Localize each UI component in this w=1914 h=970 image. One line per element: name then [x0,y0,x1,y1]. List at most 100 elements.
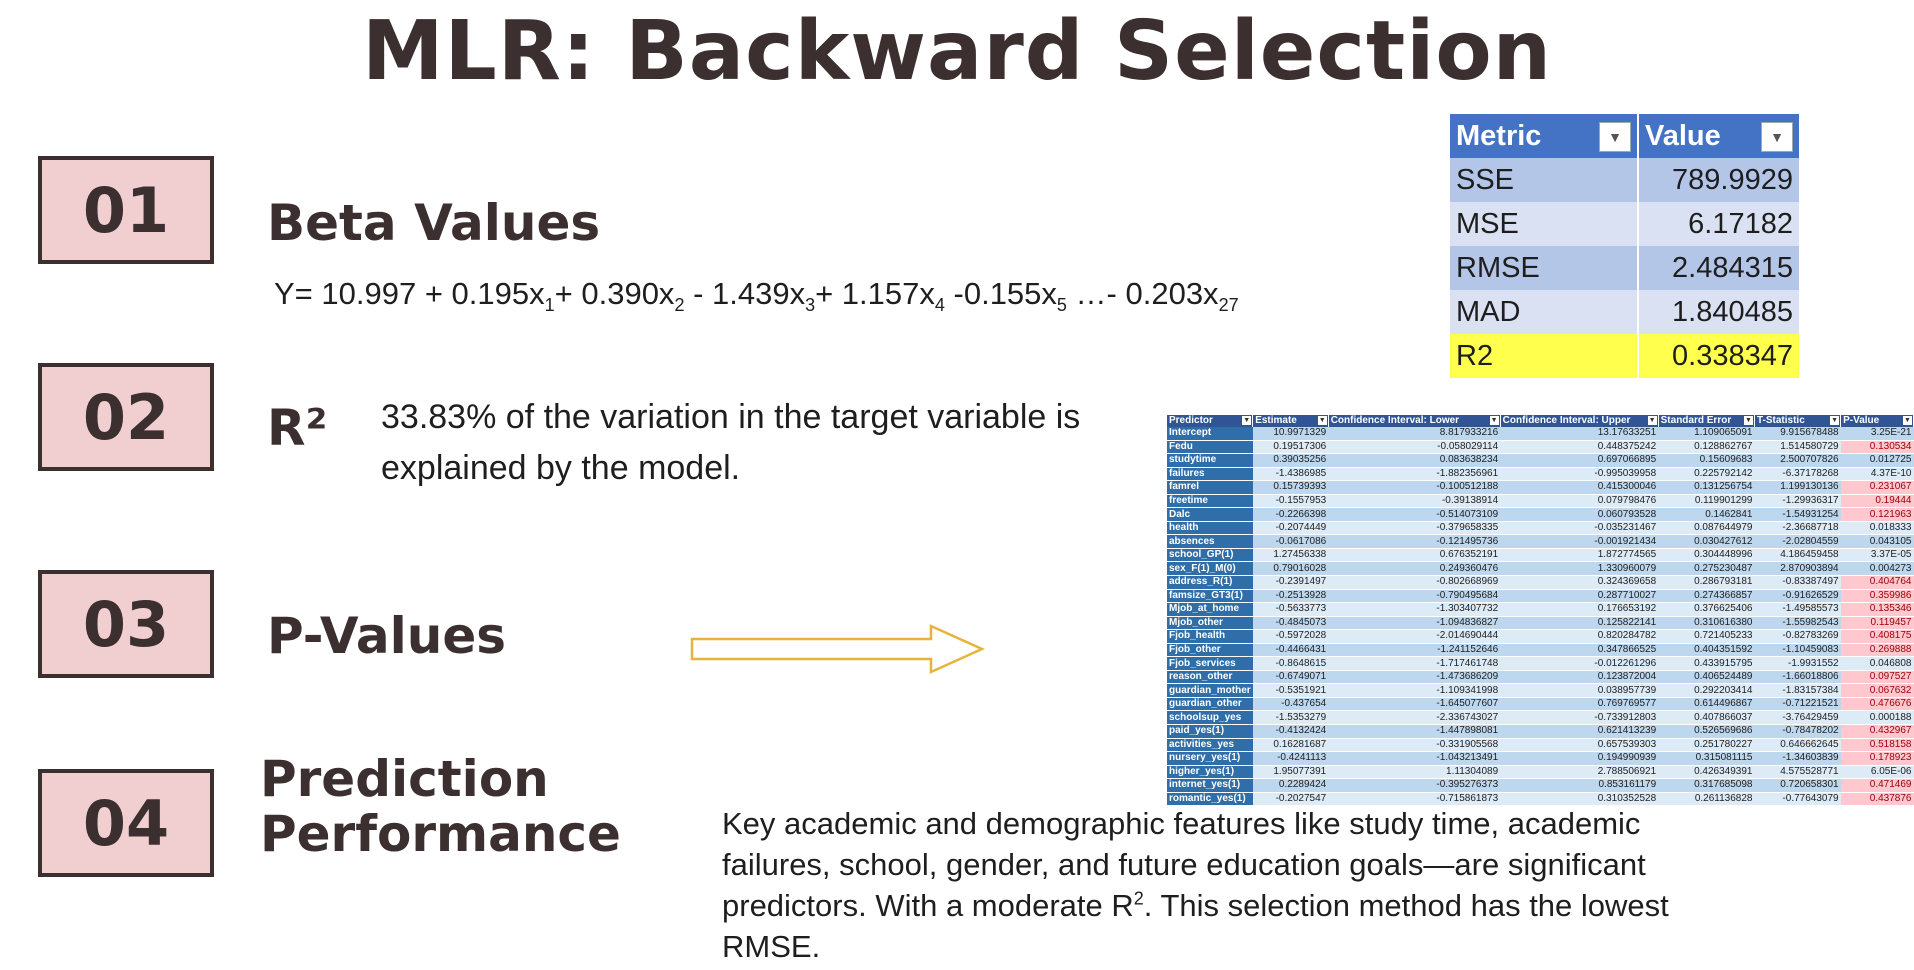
p-value-cell[interactable]: 0.432967 [1840,724,1914,739]
table-cell[interactable]: -0.8648615 [1252,656,1329,671]
table-cell[interactable]: -0.2391497 [1252,575,1329,590]
filter-dropdown-icon[interactable]: ▼ [1489,416,1499,425]
table-cell[interactable]: 0.415300046 [1500,480,1659,495]
p-value-cell[interactable]: 0.043105 [1840,534,1914,549]
table-cell[interactable]: 0.2289424 [1252,778,1329,793]
table-cell[interactable]: -0.1557953 [1252,494,1329,509]
filter-dropdown-icon[interactable]: ▼ [1830,416,1840,425]
table-cell[interactable]: -0.395276373 [1328,778,1501,793]
p-value-cell[interactable]: 0.231067 [1840,480,1914,495]
table-cell[interactable]: -0.91626529 [1754,589,1841,604]
predictor-cell[interactable]: higher_yes(1) [1167,765,1253,780]
table-cell[interactable]: -2.36687718 [1754,521,1841,536]
table-cell[interactable]: 0.657539303 [1500,738,1659,753]
table-cell[interactable]: -0.82783269 [1754,629,1841,644]
p-value-cell[interactable]: 3.25E-21 [1840,427,1914,441]
table-cell[interactable]: 0.16281687 [1252,738,1329,753]
table-cell[interactable]: 1.872774565 [1500,548,1659,563]
table-cell[interactable]: -0.78478202 [1754,724,1841,739]
table-cell[interactable]: -1.29936317 [1754,494,1841,509]
table-cell[interactable]: 0.083638234 [1328,453,1501,468]
table-cell[interactable]: 0.261136828 [1658,792,1755,807]
metric-name-cell[interactable]: R2 [1450,334,1639,378]
table-cell[interactable]: 0.721405233 [1658,629,1755,644]
p-value-cell[interactable]: 3.37E-05 [1840,548,1914,563]
table-cell[interactable]: -2.336743027 [1328,710,1501,726]
predictor-cell[interactable]: guardian_mother [1167,683,1253,698]
p-value-cell[interactable]: 0.000188 [1840,710,1914,726]
table-cell[interactable]: 13.17633251 [1500,427,1659,441]
p-value-cell[interactable]: 6.05E-06 [1840,765,1914,780]
p-value-cell[interactable]: 0.408175 [1840,629,1914,644]
predictor-cell[interactable]: famsize_GT3(1) [1167,589,1253,604]
table-cell[interactable]: 0.079798476 [1500,494,1659,509]
table-cell[interactable]: 0.315081115 [1658,751,1755,766]
predictor-cell[interactable]: famrel [1167,480,1253,495]
p-value-cell[interactable]: 0.121963 [1840,507,1914,522]
table-cell[interactable]: 0.820284782 [1500,629,1659,644]
predictor-cell[interactable]: address_R(1) [1167,575,1253,590]
table-cell[interactable]: 1.95077391 [1252,765,1329,780]
table-cell[interactable]: -0.001921434 [1500,534,1659,549]
table-cell[interactable]: -1.717461748 [1328,656,1501,671]
table-cell[interactable]: 0.310352528 [1500,792,1659,807]
table-cell[interactable]: 2.788506921 [1500,765,1659,780]
table-cell[interactable]: 1.330960079 [1500,561,1659,576]
table-cell[interactable]: 0.251780227 [1658,738,1755,753]
metric-value-cell[interactable]: 6.17182 [1638,202,1801,246]
table-cell[interactable]: -0.995039958 [1500,467,1659,482]
predictor-cell[interactable]: nursery_yes(1) [1167,751,1253,766]
p-value-cell[interactable]: 4.37E-10 [1840,467,1914,482]
table-cell[interactable]: 0.19517306 [1252,440,1329,455]
table-cell[interactable]: -1.9931552 [1754,656,1841,671]
table-cell[interactable]: 2.870903894 [1754,561,1841,576]
table-cell[interactable]: 0.125822141 [1500,616,1659,631]
table-cell[interactable]: -0.2027547 [1252,792,1329,807]
table-cell[interactable]: 0.676352191 [1328,548,1501,563]
table-cell[interactable]: -1.882356961 [1328,467,1501,482]
table-cell[interactable]: -1.473686209 [1328,670,1501,685]
filter-dropdown-icon[interactable]: ▼ [1761,122,1793,152]
filter-dropdown-icon[interactable]: ▼ [1317,416,1327,425]
table-cell[interactable]: -0.058029114 [1328,440,1501,455]
table-cell[interactable]: -1.645077607 [1328,697,1501,712]
table-cell[interactable]: -0.6749071 [1252,670,1329,685]
table-cell[interactable]: 1.27456338 [1252,548,1329,563]
table-cell[interactable]: -0.83387497 [1754,575,1841,590]
table-cell[interactable]: 4.186459458 [1754,548,1841,563]
p-value-cell[interactable]: 0.046808 [1840,656,1914,671]
table-cell[interactable]: -0.790495684 [1328,589,1501,604]
table-cell[interactable]: 0.697066895 [1500,453,1659,468]
table-cell[interactable]: 0.15609683 [1658,453,1755,468]
table-cell[interactable]: 0.526569686 [1658,724,1755,739]
table-cell[interactable]: -0.012261296 [1500,656,1659,671]
filter-dropdown-icon[interactable]: ▼ [1647,416,1657,425]
table-cell[interactable]: -1.10459083 [1754,643,1841,658]
predictor-cell[interactable]: Intercept [1167,427,1253,441]
table-cell[interactable]: 0.317685098 [1658,778,1755,793]
metric-name-cell[interactable]: RMSE [1450,246,1639,290]
table-cell[interactable]: 0.128862767 [1658,440,1755,455]
table-cell[interactable]: 8.817933216 [1328,427,1501,441]
table-cell[interactable]: 0.79016028 [1252,561,1329,576]
table-cell[interactable]: 0.1462841 [1658,507,1755,522]
predictor-cell[interactable]: reason_other [1167,670,1253,685]
table-cell[interactable]: -1.447898081 [1328,724,1501,739]
predictor-cell[interactable]: health [1167,521,1253,536]
predictor-cell[interactable]: guardian_other [1167,697,1253,712]
predictor-cell[interactable]: school_GP(1) [1167,548,1253,563]
predictor-cell[interactable]: sex_F(1)_M(0) [1167,561,1253,576]
table-cell[interactable]: -1.83157384 [1754,683,1841,698]
metric-name-cell[interactable]: MAD [1450,290,1639,334]
metric-value-cell[interactable]: 0.338347 [1638,334,1801,378]
table-cell[interactable]: 0.769769577 [1500,697,1659,712]
table-cell[interactable]: -0.437654 [1252,697,1329,712]
table-cell[interactable]: -0.379658335 [1328,521,1501,536]
filter-dropdown-icon[interactable]: ▼ [1743,416,1753,425]
table-cell[interactable]: 0.194990939 [1500,751,1659,766]
predictor-cell[interactable]: freetime [1167,494,1253,509]
table-cell[interactable]: -0.4845073 [1252,616,1329,631]
table-cell[interactable]: 0.407866037 [1658,710,1755,726]
p-value-cell[interactable]: 0.130534 [1840,440,1914,455]
predictor-cell[interactable]: romantic_yes(1) [1167,792,1253,807]
